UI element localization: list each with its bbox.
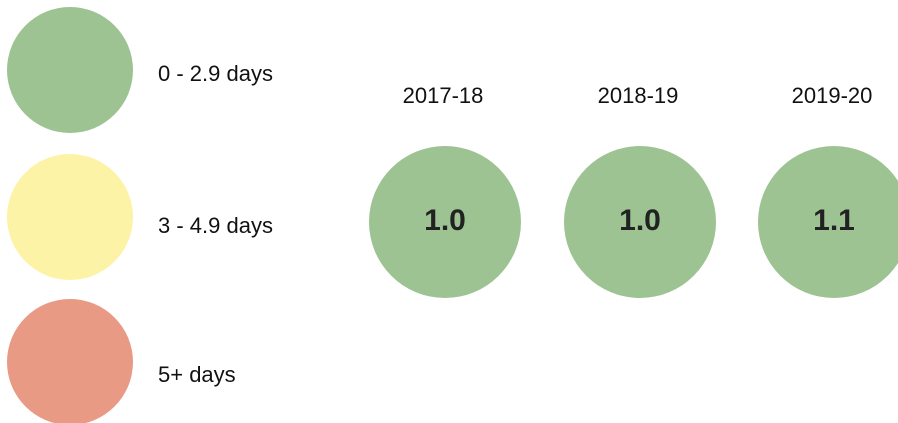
legend-label: 0 - 2.9 days bbox=[158, 61, 273, 86]
year-value: 1.0 bbox=[424, 204, 466, 237]
year-value: 1.1 bbox=[813, 204, 855, 237]
year-circle bbox=[369, 146, 521, 298]
year-value: 1.0 bbox=[619, 204, 661, 237]
legend-swatch bbox=[7, 7, 133, 133]
year-circle bbox=[758, 146, 898, 298]
year-circle bbox=[564, 146, 716, 298]
year-label: 2019-20 bbox=[792, 83, 873, 108]
year-label: 2018-19 bbox=[598, 83, 679, 108]
legend-swatch bbox=[7, 154, 133, 280]
legend-label: 3 - 4.9 days bbox=[158, 213, 273, 238]
year-label: 2017-18 bbox=[403, 83, 484, 108]
legend-swatch bbox=[7, 299, 133, 423]
legend-label: 5+ days bbox=[158, 362, 236, 387]
